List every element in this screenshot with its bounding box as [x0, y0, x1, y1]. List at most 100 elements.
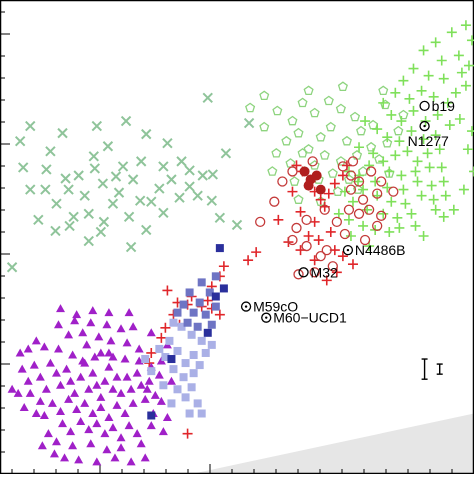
- square-marker-point: [179, 300, 188, 309]
- plus-marker-point: [362, 204, 373, 215]
- annotated-point-marker: [240, 301, 252, 312]
- triangle-marker-point: [76, 372, 86, 381]
- square-marker-point: [197, 409, 206, 418]
- plus-marker-point: [287, 186, 298, 197]
- plus-marker-point: [440, 190, 451, 201]
- plus-marker-point: [406, 126, 417, 137]
- filled-circle-point: [303, 180, 314, 191]
- pentagon-marker-point: [378, 85, 389, 96]
- plus-marker-point: [412, 156, 423, 167]
- x-marker-point: [154, 183, 165, 194]
- triangle-marker-point: [104, 362, 114, 371]
- open-circle-point: [357, 194, 369, 205]
- open-circle-point: [365, 166, 377, 177]
- open-circle-point: [331, 216, 342, 228]
- square-marker-point: [147, 367, 156, 376]
- pentagon-marker-point: [398, 109, 409, 120]
- triangle-marker-point: [108, 384, 118, 393]
- plus-marker-point: [398, 184, 409, 195]
- pentagon-marker-point: [335, 103, 346, 114]
- open-circle-point: [309, 267, 320, 278]
- triangle-marker-point: [51, 368, 61, 377]
- triangle-marker-point: [60, 453, 70, 462]
- triangle-marker-point: [132, 368, 142, 377]
- open-circle-point: [307, 156, 318, 167]
- triangle-marker-point: [66, 427, 76, 436]
- annotated-point-center: [423, 124, 426, 128]
- open-circle-point: [347, 156, 359, 167]
- x-marker-point: [202, 92, 213, 104]
- open-circle-point: [321, 244, 332, 256]
- triangle-marker-point: [31, 336, 41, 345]
- triangle-marker-point: [96, 348, 106, 357]
- plus-marker-point: [438, 73, 449, 84]
- plus-marker-point: [454, 114, 465, 125]
- square-marker-point: [185, 288, 194, 297]
- triangle-marker-point: [78, 356, 88, 365]
- triangle-marker-point: [68, 350, 78, 359]
- annotated-point-marker: [298, 267, 309, 278]
- x-marker-point: [64, 220, 75, 232]
- triangle-marker-point: [128, 322, 138, 331]
- pentagon-marker-point: [309, 107, 320, 118]
- x-marker-point: [206, 195, 217, 206]
- pentagon-marker-point: [335, 156, 346, 166]
- open-circle-point: [269, 196, 280, 207]
- triangle-marker-point: [82, 340, 92, 349]
- plus-marker-point: [466, 126, 474, 137]
- annotated-point-center: [346, 248, 350, 252]
- pentagon-marker-point: [337, 81, 348, 92]
- x-marker-point: [141, 224, 152, 236]
- filled-circle-point: [299, 166, 310, 177]
- plus-marker-point: [448, 204, 459, 215]
- open-circle-point: [345, 170, 357, 181]
- x-marker-point: [134, 195, 146, 206]
- triangle-marker-point: [58, 419, 68, 428]
- triangle-marker-point: [156, 396, 166, 405]
- plus-marker-point: [422, 148, 433, 159]
- x-marker-point: [60, 173, 71, 184]
- triangle-marker-point: [116, 388, 126, 397]
- x-marker-point: [63, 184, 74, 195]
- pentagon-marker-point: [267, 166, 278, 176]
- open-circle-point: [339, 228, 351, 240]
- pentagon-marker-point: [356, 125, 367, 136]
- triangle-marker-point: [84, 384, 94, 393]
- x-marker-point: [214, 212, 226, 224]
- error-bar: [436, 363, 443, 375]
- plus-marker-point: [446, 27, 457, 38]
- triangle-marker-point: [100, 429, 110, 438]
- triangle-marker-point: [96, 402, 106, 411]
- plus-marker-point: [386, 109, 397, 120]
- triangle-marker-point: [56, 380, 66, 389]
- plus-marker-point: [218, 261, 229, 272]
- x-marker-point: [117, 161, 129, 172]
- triangle-marker-point: [88, 408, 98, 417]
- plus-marker-point: [303, 230, 314, 241]
- square-marker-point: [165, 336, 174, 345]
- square-marker-point: [201, 348, 210, 357]
- triangle-marker-point: [37, 441, 47, 450]
- triangle-marker-point: [31, 408, 41, 417]
- x-marker-point: [146, 196, 157, 207]
- plus-marker-point: [423, 70, 434, 81]
- pentagon-marker-point: [351, 149, 363, 160]
- plus-marker-point: [408, 63, 419, 74]
- x-marker-point: [207, 169, 219, 180]
- open-circle-point: [287, 166, 298, 177]
- plus-marker-point: [469, 166, 474, 177]
- x-marker-point: [51, 198, 62, 209]
- plus-marker-point: [156, 332, 167, 343]
- plus-marker-point: [444, 120, 455, 131]
- triangle-marker-point: [154, 370, 164, 379]
- x-marker-point: [14, 135, 26, 147]
- triangle-marker-point: [158, 427, 168, 436]
- triangle-marker-point: [162, 413, 172, 422]
- open-circle-point: [327, 261, 338, 272]
- plus-marker-point: [392, 212, 403, 223]
- triangle-marker-point: [150, 390, 160, 399]
- triangle-marker-point: [64, 394, 74, 403]
- triangle-marker-point: [88, 368, 98, 377]
- plus-marker-point: [347, 259, 358, 270]
- triangle-marker-point: [156, 356, 166, 365]
